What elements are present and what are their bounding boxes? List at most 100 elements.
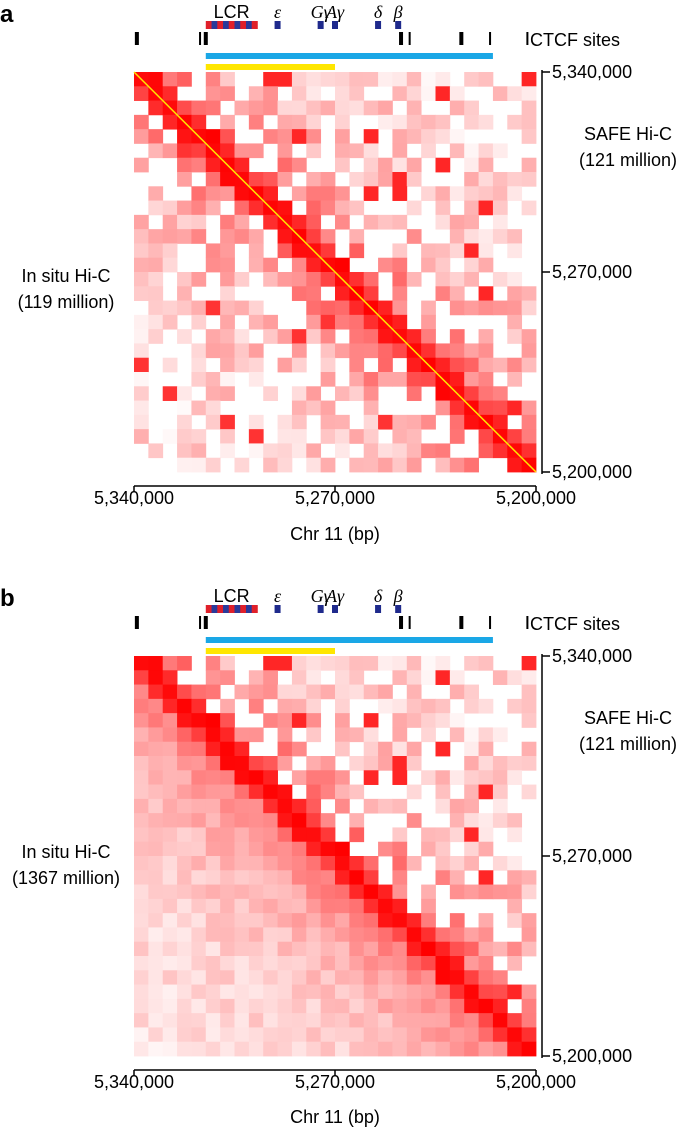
heatmap-cell — [162, 429, 178, 444]
heatmap-cell — [378, 1013, 393, 1028]
heatmap-cell — [220, 357, 235, 373]
heatmap-cell — [507, 813, 523, 828]
heatmap-cell — [335, 143, 350, 159]
heatmap-cell — [205, 856, 221, 871]
heatmap-cell — [478, 229, 494, 244]
heatmap-cell — [191, 300, 207, 316]
heatmap-cell — [306, 329, 322, 344]
heatmap-cell — [507, 229, 523, 244]
heatmap-cell — [507, 1013, 523, 1028]
heatmap-cell — [349, 372, 365, 387]
heatmap-cell — [220, 214, 235, 230]
heatmap-cell — [263, 884, 278, 900]
heatmap-cell — [464, 72, 479, 87]
heatmap-cell — [234, 1013, 250, 1028]
heatmap-cell — [248, 243, 264, 259]
heatmap-cell — [349, 684, 365, 700]
heatmap-cell — [234, 784, 250, 800]
heatmap-cell — [277, 784, 293, 800]
heatmap-cell — [521, 72, 537, 87]
heatmap-cell — [406, 784, 422, 800]
heatmap-cell — [449, 984, 465, 1000]
heatmap-cell — [435, 200, 451, 216]
heatmap-cell — [406, 114, 422, 130]
heatmap-cell — [320, 172, 336, 187]
heatmap-cell — [291, 343, 307, 359]
heatmap-a — [134, 72, 537, 473]
heatmap-cell — [406, 970, 422, 985]
heatmap-cell — [335, 913, 350, 928]
heatmap-cell — [263, 257, 278, 273]
heatmap-cell — [363, 343, 379, 359]
heatmap-cell — [421, 984, 436, 1000]
heatmap-cell — [392, 143, 408, 159]
heatmap-cell — [148, 443, 164, 459]
heatmap-cell — [335, 72, 350, 87]
heatmap-cell — [177, 870, 192, 885]
heatmap-cell — [306, 941, 322, 957]
heatmap-cell — [177, 200, 192, 216]
heatmap-cell — [378, 741, 393, 757]
heatmap-cell — [464, 386, 479, 401]
heatmap-cell — [478, 257, 494, 273]
heatmap-cell — [162, 827, 178, 843]
heatmap-cell — [306, 756, 322, 771]
heatmap-cell — [162, 856, 178, 871]
domain-bar-blue — [205, 53, 493, 59]
heatmap-cell — [363, 898, 379, 914]
heatmap-cell — [421, 698, 436, 714]
heatmap-cell — [349, 143, 365, 159]
heatmap-cell — [134, 272, 149, 287]
heatmap-cell — [421, 727, 436, 743]
heatmap-cell — [363, 143, 379, 159]
heatmap-cell — [507, 86, 523, 101]
heatmap-cell — [234, 684, 250, 700]
heatmap-cell — [306, 143, 322, 159]
heatmap-cell — [148, 741, 164, 757]
heatmap-cell — [421, 1041, 436, 1057]
heatmap-cell — [291, 798, 307, 814]
heatmap-cell — [162, 970, 178, 985]
heatmap-cell — [521, 429, 537, 444]
heatmap-cell — [320, 998, 336, 1014]
heatmap-cell — [492, 143, 508, 159]
ctcf-site-mark — [203, 32, 208, 45]
heatmap-cell — [492, 784, 508, 800]
heatmap-cell — [335, 670, 350, 685]
heatmap-cell — [435, 741, 451, 757]
gene-label: Aγ — [325, 586, 345, 606]
heatmap-cell — [435, 770, 451, 785]
heatmap-cell — [291, 400, 307, 416]
heatmap-cell — [248, 913, 264, 928]
heatmap-cell — [378, 984, 393, 1000]
heatmap-cell — [349, 229, 365, 244]
heatmap-cell — [521, 670, 537, 685]
heatmap-cell — [421, 300, 436, 316]
heatmap-cell — [220, 784, 235, 800]
heatmap-cell — [134, 656, 149, 671]
heatmap-cell — [277, 357, 293, 373]
heatmap-cell — [435, 1013, 451, 1028]
heatmap-cell — [363, 172, 379, 187]
heatmap-cell — [492, 186, 508, 201]
heatmap-cell — [392, 214, 408, 230]
heatmap-cell — [205, 827, 221, 843]
heatmap-cell — [464, 186, 479, 201]
heatmap-cell — [248, 856, 264, 871]
heatmap-cell — [349, 984, 365, 1000]
heatmap-cell — [291, 841, 307, 857]
heatmap-cell — [378, 100, 393, 116]
heatmap-cell — [507, 186, 523, 201]
heatmap-cell — [449, 956, 465, 971]
heatmap-cell — [492, 798, 508, 814]
heatmap-cell — [464, 684, 479, 700]
heatmap-cell — [162, 913, 178, 928]
heatmap-cell — [335, 443, 350, 459]
heatmap-cell — [162, 841, 178, 857]
heatmap-cell — [392, 913, 408, 928]
heatmap-cell — [378, 172, 393, 187]
y-tick-label: 5,270,000 — [552, 846, 632, 866]
heatmap-cell — [177, 913, 192, 928]
heatmap-cell — [521, 357, 537, 373]
heatmap-cell — [234, 343, 250, 359]
